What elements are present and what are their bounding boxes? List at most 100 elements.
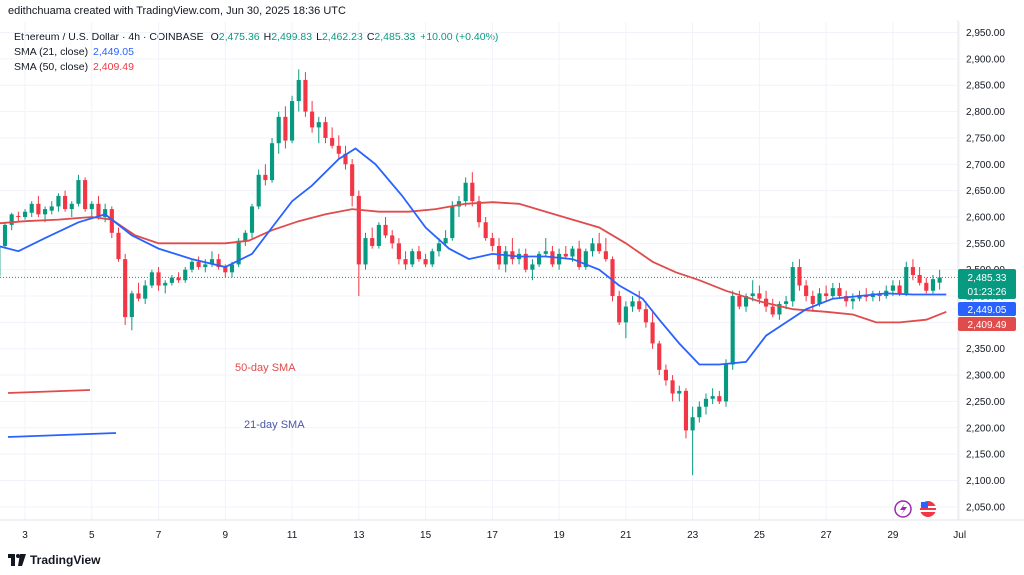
sma21-annotation: 21-day SMA <box>244 419 305 431</box>
chart-legend: Ethereum / U.S. Dollar · 4h · COINBASE O… <box>14 30 498 75</box>
sma50-line <box>0 201 947 324</box>
y-tick-label: 2,850.00 <box>966 81 1005 92</box>
candle-body-up <box>790 267 795 302</box>
candle-body-up <box>183 269 188 281</box>
candle-body-up <box>9 214 14 225</box>
candle-body-up <box>203 264 208 268</box>
candle-body-up <box>730 296 735 365</box>
x-tick-label: 7 <box>156 530 162 541</box>
candle-body-down <box>343 153 348 165</box>
y-tick-label: 2,100.00 <box>966 476 1005 487</box>
x-tick-label: 27 <box>821 530 833 541</box>
candle-body-up <box>630 301 635 307</box>
us-flag-icon[interactable] <box>920 501 936 517</box>
candle-body-down <box>356 195 361 265</box>
y-tick-label: 2,550.00 <box>966 239 1005 250</box>
candle-body-up <box>450 206 455 239</box>
candle-body-down <box>797 267 802 286</box>
candle-body-down <box>610 259 615 297</box>
candle-body-down <box>303 79 308 112</box>
candle-body-down <box>523 253 528 270</box>
ohlc-c: C2,485.33 <box>366 31 416 43</box>
candle-body-down <box>490 238 495 246</box>
x-tick-label: 9 <box>223 530 229 541</box>
x-tick-label: 29 <box>887 530 899 541</box>
symbol-title[interactable]: Ethereum / U.S. Dollar · 4h · COINBASE <box>14 31 204 43</box>
candle-body-down <box>83 180 88 210</box>
candle-body-up <box>56 195 61 207</box>
candle-body-up <box>69 203 74 210</box>
y-tick-label: 2,800.00 <box>966 107 1005 118</box>
tradingview-logo[interactable]: TradingView <box>8 553 100 567</box>
candle-body-down <box>136 293 141 299</box>
candle-body-down <box>824 293 829 297</box>
y-tick-label: 2,950.00 <box>966 28 1005 39</box>
candle-body-up <box>557 253 562 265</box>
candle-body-up <box>890 285 895 291</box>
candle-body-up <box>830 288 835 297</box>
y-tick-label: 2,750.00 <box>966 133 1005 144</box>
sma50-tag-value: 2,409.49 <box>968 320 1007 331</box>
candle-body-up <box>269 143 275 181</box>
ohlc-o: O2,475.36 <box>210 31 260 43</box>
y-tick-label: 2,600.00 <box>966 212 1005 223</box>
legend-sma21-row[interactable]: SMA (21, close) 2,449.05 <box>14 45 498 60</box>
candle-body-up <box>276 116 281 144</box>
sma50-annotation: 50-day SMA <box>235 362 296 374</box>
candle-body-up <box>103 209 108 217</box>
candle-body-down <box>156 272 161 286</box>
candle-body-up <box>723 364 729 402</box>
candle-body-up <box>229 264 235 273</box>
ohlc-o-value: 2,475.36 <box>218 31 260 43</box>
candle-body-up <box>817 293 822 304</box>
legend-sma50-row[interactable]: SMA (50, close) 2,409.49 <box>14 60 498 75</box>
candle-body-up <box>410 251 415 265</box>
candle-body-up <box>590 243 595 252</box>
time-axis[interactable]: 3 5 7 9 11 13 15 17 19 21 23 25 27 29 Jul <box>22 530 966 541</box>
candle-body-up <box>543 251 548 254</box>
candle-body-down <box>770 306 775 315</box>
candle-body-down <box>837 288 842 297</box>
candle-body-up <box>456 201 462 207</box>
candle-body-up <box>189 261 195 270</box>
candle-body-up <box>777 303 782 315</box>
sma50-label: SMA (50, close) <box>14 61 89 73</box>
candle-body-up <box>904 267 909 294</box>
y-tick-label: 2,700.00 <box>966 160 1005 171</box>
lightning-icon[interactable] <box>894 500 912 518</box>
candle-body-up <box>42 209 48 215</box>
candle-body-up <box>2 224 8 246</box>
sma21-legend-stroke <box>7 432 117 438</box>
candle-body-up <box>850 298 855 302</box>
candle-body-down <box>223 267 228 273</box>
sma50-legend-stroke <box>7 389 91 394</box>
candle-body-down <box>36 203 41 215</box>
candle-body-up <box>296 79 301 102</box>
x-tick-label: Jul <box>953 530 966 541</box>
ohlc-c-value: 2,485.33 <box>374 31 416 43</box>
candle-body-up <box>209 259 215 265</box>
candle-body-up <box>363 238 368 265</box>
attribution-text: edithchuama created with TradingView.com… <box>8 5 346 17</box>
x-tick-label: 21 <box>620 530 632 541</box>
candle-body-down <box>637 301 642 310</box>
candle-body-down <box>657 343 662 370</box>
candle-body-down <box>663 369 668 381</box>
candle-body-down <box>670 380 675 394</box>
legend-ohlc-row: Ethereum / U.S. Dollar · 4h · COINBASE O… <box>14 30 498 45</box>
candle-body-down <box>423 259 428 265</box>
candles <box>0 69 942 476</box>
candle-body-down <box>617 296 622 323</box>
candle-body-up <box>784 301 789 304</box>
sma21-line <box>0 147 947 366</box>
candle-body-up <box>249 206 255 233</box>
candle-body-down <box>737 296 742 307</box>
candle-body-up <box>743 296 749 307</box>
candle-body-up <box>436 243 442 252</box>
candle-body-down <box>330 137 335 146</box>
candle-body-up <box>530 264 535 270</box>
candle-body-down <box>350 164 355 196</box>
candle-body-down <box>577 248 582 268</box>
grid-lines <box>0 22 961 520</box>
